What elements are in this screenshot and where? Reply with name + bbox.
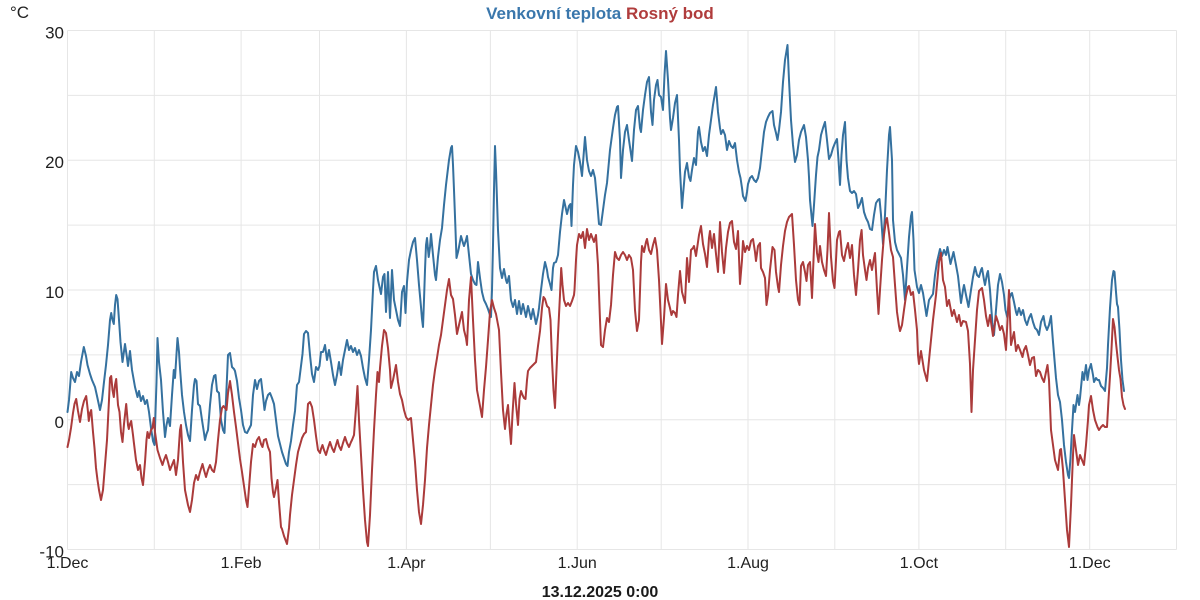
svg-text:1.Dec: 1.Dec <box>47 555 89 572</box>
svg-text:°C: °C <box>10 3 29 22</box>
svg-text:-10: -10 <box>39 543 64 562</box>
svg-text:Venkovní teplota Rosný bod: Venkovní teplota Rosný bod <box>486 4 714 23</box>
svg-text:13.12.2025 0:00: 13.12.2025 0:00 <box>542 584 659 600</box>
svg-text:10: 10 <box>45 283 64 302</box>
svg-text:1.Oct: 1.Oct <box>900 555 939 572</box>
svg-text:1.Feb: 1.Feb <box>221 555 262 572</box>
svg-text:0: 0 <box>55 413 64 432</box>
svg-text:30: 30 <box>45 24 64 43</box>
svg-text:20: 20 <box>45 153 64 172</box>
svg-text:1.Dec: 1.Dec <box>1069 555 1111 572</box>
svg-text:1.Apr: 1.Apr <box>387 555 426 572</box>
svg-text:1.Aug: 1.Aug <box>727 555 769 572</box>
svg-text:1.Jun: 1.Jun <box>558 555 597 572</box>
